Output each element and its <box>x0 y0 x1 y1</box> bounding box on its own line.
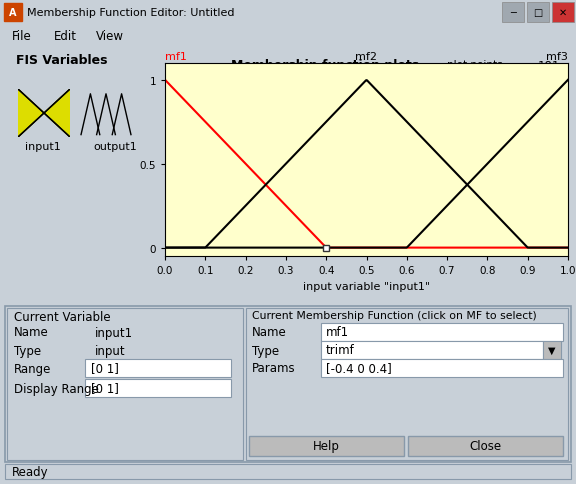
Text: [-0.4 0 0.4]: [-0.4 0 0.4] <box>326 362 392 375</box>
Bar <box>7 308 243 460</box>
Text: trimf: trimf <box>326 344 355 357</box>
Bar <box>321 359 563 377</box>
Text: Help: Help <box>313 439 340 453</box>
Bar <box>5 306 571 462</box>
Bar <box>543 341 561 359</box>
Bar <box>502 3 524 23</box>
Bar <box>527 3 549 23</box>
Text: output1: output1 <box>93 142 137 151</box>
Text: [0 1]: [0 1] <box>91 362 119 375</box>
Text: File: File <box>12 30 32 44</box>
Text: Membership Function Editor: Untitled: Membership Function Editor: Untitled <box>27 8 234 18</box>
Text: ─: ─ <box>510 8 516 18</box>
Text: FIS Variables: FIS Variables <box>17 54 108 67</box>
Bar <box>249 436 404 456</box>
Bar <box>321 341 543 359</box>
Text: mf1: mf1 <box>165 52 187 62</box>
Text: Name: Name <box>14 326 49 339</box>
Text: [0 1]: [0 1] <box>91 382 119 394</box>
Text: mf3: mf3 <box>546 52 568 62</box>
Text: Type: Type <box>14 344 41 357</box>
Text: input: input <box>95 344 126 357</box>
Text: ✕: ✕ <box>559 8 567 18</box>
Text: ▼: ▼ <box>548 345 556 355</box>
Text: Ready: Ready <box>12 465 48 478</box>
Text: Type: Type <box>252 344 279 357</box>
Text: Display Range: Display Range <box>14 382 99 394</box>
Polygon shape <box>44 90 70 138</box>
Polygon shape <box>18 90 44 138</box>
Text: Edit: Edit <box>54 30 77 44</box>
Text: Close: Close <box>469 439 502 453</box>
Text: input1: input1 <box>95 326 133 339</box>
Text: Range: Range <box>14 362 51 375</box>
Bar <box>552 3 574 23</box>
Text: A: A <box>9 8 17 18</box>
Text: Name: Name <box>252 326 287 339</box>
Bar <box>321 323 563 341</box>
Bar <box>246 308 568 460</box>
Text: Current Membership Function (click on MF to select): Current Membership Function (click on MF… <box>252 310 537 320</box>
Bar <box>408 436 563 456</box>
Text: □: □ <box>533 8 543 18</box>
Text: plot points:: plot points: <box>447 60 506 70</box>
Bar <box>5 464 571 479</box>
Text: Params: Params <box>252 362 295 375</box>
Text: mf2: mf2 <box>355 52 377 62</box>
Text: View: View <box>96 30 124 44</box>
Text: mf1: mf1 <box>326 326 349 339</box>
Text: Current Variable: Current Variable <box>14 310 111 323</box>
Bar <box>85 379 231 397</box>
Text: Membership function plots: Membership function plots <box>231 59 419 71</box>
Bar <box>85 359 231 377</box>
Bar <box>4 4 22 22</box>
X-axis label: input variable "input1": input variable "input1" <box>303 281 430 291</box>
Text: input1: input1 <box>25 142 61 151</box>
Text: 181: 181 <box>537 60 560 73</box>
